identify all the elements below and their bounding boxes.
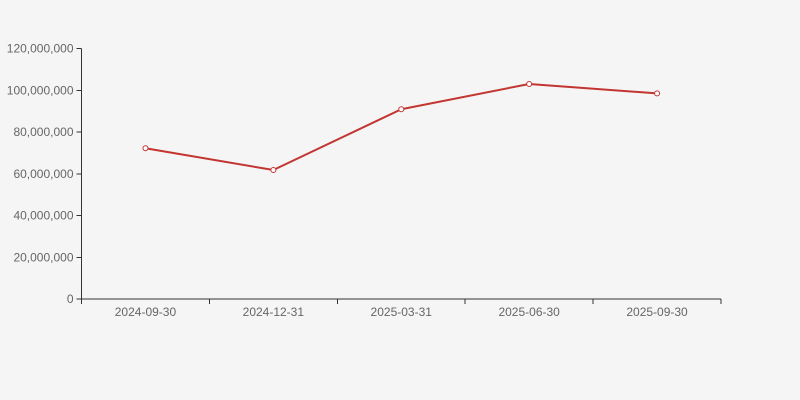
data-point[interactable] [270,166,277,173]
x-axis-label: 2025-09-30 [626,305,688,319]
y-axis-label: 60,000,000 [13,167,73,181]
y-axis-label: 100,000,000 [7,83,74,97]
y-axis-label: 80,000,000 [13,125,73,139]
data-point[interactable] [398,106,405,113]
y-axis-label: 40,000,000 [13,209,73,223]
y-axis-label: 20,000,000 [13,250,73,264]
y-axis-label: 120,000,000 [7,42,74,56]
series-line [144,82,659,171]
x-axis-label: 2024-12-31 [243,305,305,319]
data-point[interactable] [526,80,533,87]
axis-lines [81,48,721,300]
x-axis-label: 2025-06-30 [498,305,560,319]
y-axis-label: 0 [67,292,74,306]
x-axis-label: 2025-03-31 [371,305,433,319]
data-point[interactable] [654,90,661,97]
x-axis-label: 2024-09-30 [115,305,177,319]
data-point[interactable] [142,145,149,152]
